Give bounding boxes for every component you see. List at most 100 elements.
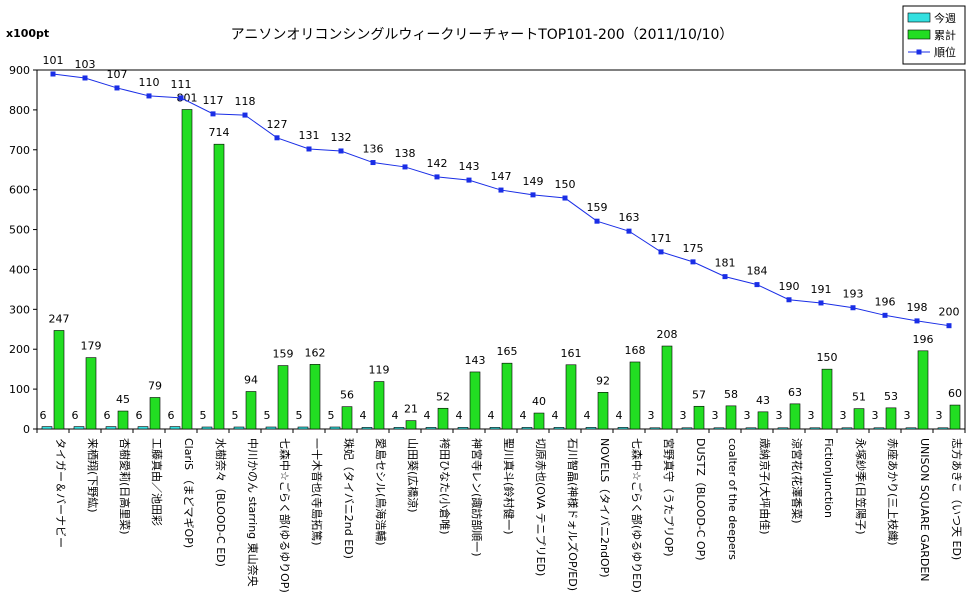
rank-label: 193 [843,288,864,301]
rank-label: 175 [683,242,704,255]
bar-weekly-label: 3 [904,409,911,422]
bar-total-label: 60 [948,387,962,400]
chart-title: アニソンオリコンシングルウィークリーチャートTOP101-200（2011/10… [231,27,734,43]
y-tick-label: 700 [9,144,30,157]
category-label: FictionJunction [822,438,835,518]
y-tick-label: 300 [9,303,30,316]
bar-total-label: 58 [724,388,738,401]
bar-total-label: 247 [49,312,70,325]
bar-total-label: 53 [884,390,898,403]
bar-weekly [745,427,757,430]
bar-total [373,381,385,430]
y-tick-label: 900 [9,64,30,77]
rank-label: 196 [875,295,896,308]
bar-weekly-label: 3 [744,409,751,422]
bar-total [661,345,673,430]
rank-label: 147 [491,170,512,183]
category-label: 聖川真斗(鈴村健一) [502,438,516,535]
bar-total [149,397,161,430]
rank-label: 131 [299,129,320,142]
bar-total [917,350,929,430]
y-tick-label: 400 [9,263,30,276]
bar-total [469,371,481,430]
bar-total [405,420,417,430]
category-label: タイガー＆バーナビー [54,438,67,548]
bar-weekly [809,427,821,430]
bar-weekly-label: 5 [200,409,207,422]
rank-point [242,112,248,118]
bar-weekly [361,427,373,430]
bar-total-label: 92 [596,374,610,387]
bar-weekly [329,426,341,430]
bar-total [853,408,865,430]
rank-label: 142 [427,157,448,170]
bar-weekly [585,427,597,430]
bar-weekly-label: 4 [488,409,495,422]
rank-label: 184 [747,265,768,278]
rank-label: 190 [779,280,800,293]
bar-weekly [73,426,85,430]
bar-weekly [425,427,437,430]
bar-total [245,391,257,430]
bar-total-label: 162 [305,346,326,359]
bar-weekly [713,427,725,430]
rank-point [434,174,440,180]
bar-weekly-label: 4 [424,409,431,422]
category-label: 赤座あかり(三上枝織) [886,438,900,546]
category-label: DUSTZ（BLOOD-C OP) [694,438,707,561]
bar-weekly-label: 6 [40,409,47,422]
bar-total [757,411,769,430]
category-label: 袴田ひなた(小倉唯) [438,438,452,535]
bar-weekly-label: 6 [168,409,175,422]
bar-weekly-label: 3 [840,409,847,422]
bar-total-label: 63 [788,386,802,399]
bar-weekly [521,427,533,430]
bar-total [309,364,321,430]
y-axis-unit: x100pt [6,27,49,40]
category-label: coalter of the deepers [726,438,739,560]
category-label: 永塚紗季(日笠陽子) [854,438,868,535]
rank-point [722,274,728,280]
bar-weekly [297,426,309,430]
bar-weekly-label: 4 [456,409,463,422]
rank-label: 127 [267,118,288,131]
category-label: 宮野真守（うたプリOP) [662,438,676,557]
rank-label: 111 [171,78,192,91]
rank-label: 107 [107,68,128,81]
bar-total [789,403,801,430]
rank-label: 159 [587,201,608,214]
bar-total-label: 51 [852,391,866,404]
bar-total [597,392,609,430]
rank-point [818,300,824,306]
category-label: 歳納京子(大坪由佳) [758,438,772,535]
bar-weekly-label: 3 [936,409,943,422]
rank-label: 136 [363,143,384,156]
plot-area: 0 100 200 300 400 500 600 700 800 900 6 247 タイガー＆バーナ… [9,54,966,593]
bar-weekly-label: 6 [72,409,79,422]
bar-total-label: 165 [497,345,518,358]
rank-label: 149 [523,175,544,188]
bar-total-label: 40 [532,395,546,408]
bar-total-label: 94 [244,374,258,387]
rank-point [50,71,56,77]
legend-swatch [907,12,931,23]
category-label: 杏樹愛莉(日高里菜) [118,438,132,535]
bar-total-label: 21 [404,403,418,416]
bar-total [181,109,193,430]
bar-total [85,357,97,430]
bar-total-label: 43 [756,394,770,407]
bar-weekly [873,427,885,430]
y-tick-label: 500 [9,224,30,237]
bar-total [53,330,65,430]
bar-total-label: 45 [116,393,130,406]
bar-total [117,410,129,430]
rank-label: 200 [939,306,960,319]
bar-weekly-label: 5 [232,409,239,422]
bar-total-label: 179 [81,340,102,353]
bar-weekly-label: 4 [392,409,399,422]
bar-total [693,405,705,430]
rank-point [690,259,696,265]
